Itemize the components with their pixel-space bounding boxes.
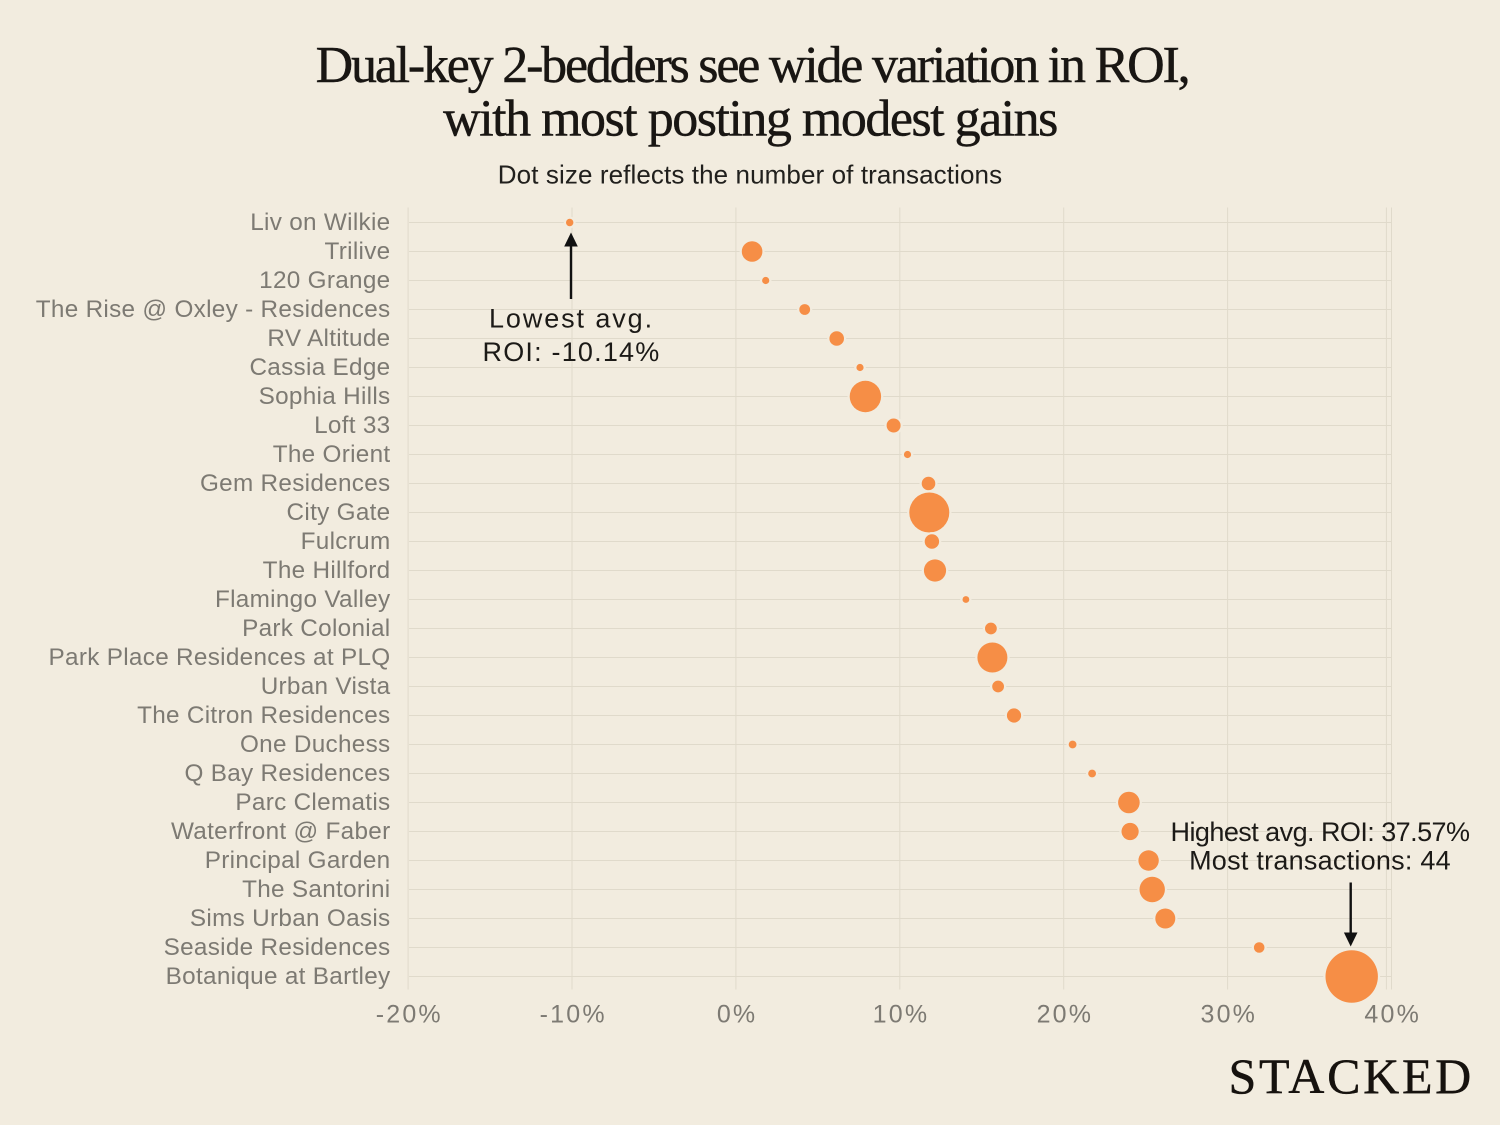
svg-text:City Gate: City Gate xyxy=(287,499,391,526)
svg-text:-10%: -10% xyxy=(540,1000,607,1028)
svg-text:The Orient: The Orient xyxy=(273,441,391,468)
svg-text:Waterfront @ Faber: Waterfront @ Faber xyxy=(171,818,391,845)
svg-text:Parc Clematis: Parc Clematis xyxy=(235,789,390,816)
svg-text:-20%: -20% xyxy=(376,1000,443,1028)
svg-text:STACKED: STACKED xyxy=(1229,1048,1474,1104)
svg-text:Sophia Hills: Sophia Hills xyxy=(259,383,391,410)
svg-text:Park Colonial: Park Colonial xyxy=(242,615,390,642)
svg-text:Flamingo Valley: Flamingo Valley xyxy=(215,586,391,613)
svg-text:The Hillford: The Hillford xyxy=(263,557,391,584)
svg-text:with most posting modest gains: with most posting modest gains xyxy=(443,91,1057,148)
svg-text:Lowest avg.: Lowest avg. xyxy=(489,304,654,334)
svg-text:ROI: -10.14%: ROI: -10.14% xyxy=(483,337,661,367)
svg-text:Trilive: Trilive xyxy=(325,238,391,265)
svg-text:The Rise @ Oxley - Residences: The Rise @ Oxley - Residences xyxy=(36,296,391,323)
svg-text:120 Grange: 120 Grange xyxy=(259,267,390,294)
svg-text:40%: 40% xyxy=(1364,1000,1421,1028)
svg-text:Q Bay Residences: Q Bay Residences xyxy=(184,760,390,787)
svg-text:Liv on Wilkie: Liv on Wilkie xyxy=(250,209,390,236)
svg-text:Dual-key 2-bedders see wide va: Dual-key 2-bedders see wide variation in… xyxy=(316,37,1189,94)
svg-text:RV Altitude: RV Altitude xyxy=(267,325,390,352)
svg-text:Dot size reflects the number o: Dot size reflects the number of transact… xyxy=(498,160,1002,190)
svg-text:The Santorini: The Santorini xyxy=(242,876,390,903)
svg-text:Principal Garden: Principal Garden xyxy=(205,847,391,874)
svg-text:Loft 33: Loft 33 xyxy=(314,412,390,439)
svg-text:One Duchess: One Duchess xyxy=(240,731,391,758)
svg-text:Fulcrum: Fulcrum xyxy=(301,528,391,555)
svg-text:20%: 20% xyxy=(1037,1000,1094,1028)
svg-text:Seaside Residences: Seaside Residences xyxy=(164,934,391,961)
svg-text:10%: 10% xyxy=(873,1000,930,1028)
svg-text:Sims Urban Oasis: Sims Urban Oasis xyxy=(190,905,391,932)
svg-text:Urban Vista: Urban Vista xyxy=(261,673,391,700)
svg-text:Gem Residences: Gem Residences xyxy=(200,470,391,497)
svg-text:Most transactions: 44: Most transactions: 44 xyxy=(1189,846,1451,876)
svg-text:The Citron Residences: The Citron Residences xyxy=(137,702,390,729)
svg-text:Cassia Edge: Cassia Edge xyxy=(249,354,390,381)
svg-text:Park Place Residences at PLQ: Park Place Residences at PLQ xyxy=(49,644,391,671)
svg-text:Highest avg. ROI: 37.57%: Highest avg. ROI: 37.57% xyxy=(1171,817,1471,847)
svg-text:30%: 30% xyxy=(1200,1000,1257,1028)
svg-text:0%: 0% xyxy=(717,1000,758,1028)
svg-text:Botanique at Bartley: Botanique at Bartley xyxy=(166,963,391,990)
